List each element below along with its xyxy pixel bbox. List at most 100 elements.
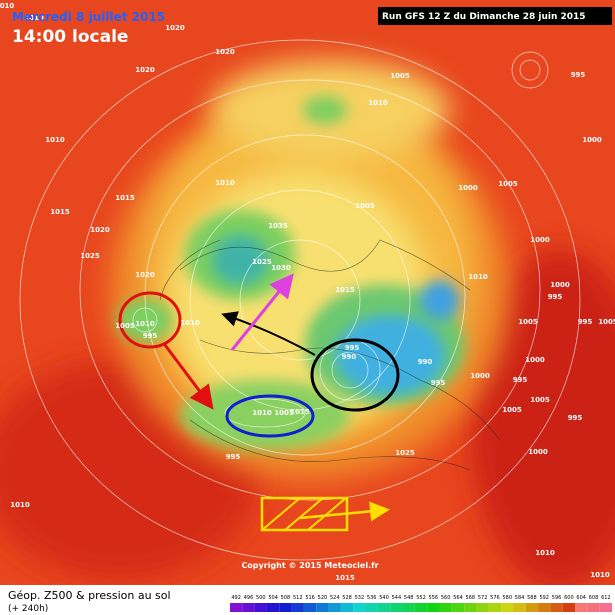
legend-swatch (587, 603, 600, 612)
legend-label: 548 (404, 595, 414, 601)
isobar-label: 1005 (498, 180, 518, 188)
legend-label: 576 (490, 595, 500, 601)
isobar-label: 1010 (45, 136, 65, 144)
arrow (230, 273, 294, 351)
legend-swatch (230, 603, 243, 612)
legend-label: 504 (268, 595, 278, 601)
legend-label: 500 (256, 595, 266, 601)
legend-label: 520 (318, 595, 328, 601)
legend-label: 604 (576, 595, 586, 601)
legend-swatch (303, 603, 317, 612)
isobar-label: 1020 (135, 271, 155, 279)
isobar-label: 1005 (502, 406, 522, 414)
legend-label: 544 (392, 595, 402, 601)
isobar-label: 1010 (180, 319, 200, 327)
legend-swatch (254, 603, 267, 612)
legend-swatch (464, 603, 477, 612)
time-label: 14:00 locale (12, 27, 128, 47)
legend-swatch (451, 603, 465, 612)
isobar-label: 1005 (274, 409, 294, 417)
legend-label: 568 (466, 595, 476, 601)
isobar-label: 1000 (470, 372, 490, 380)
legend-swatch (513, 603, 526, 612)
isobar-label: 1015 (335, 574, 355, 582)
legend-swatch (365, 603, 378, 612)
legend-label: 608 (589, 595, 599, 601)
isobar-label: 995 (571, 71, 586, 79)
isobar-label: 1000 (550, 281, 570, 289)
run-box (378, 7, 612, 25)
isobar-label: 995 (345, 344, 360, 352)
isobar-label: 1035 (268, 222, 288, 230)
arrow (221, 311, 316, 356)
legend-label: 580 (502, 595, 512, 601)
isobar-label: 1000 (530, 236, 550, 244)
isobar-label: 1005 (355, 202, 375, 210)
isobar-label: 1010 (368, 99, 388, 107)
legend-label: 552 (416, 595, 426, 601)
isobar-label: 1015 (115, 194, 135, 202)
footer-lead: (+ 240h) (8, 604, 48, 614)
legend-label: 536 (367, 595, 377, 601)
isobar-label: 1010 (215, 179, 235, 187)
legend-swatch (266, 603, 280, 612)
date-label: Mercredi 8 juillet 2015 (12, 10, 165, 24)
isobar-label: 1015 (290, 408, 310, 416)
legend-swatch (599, 603, 612, 612)
isobar-label: 1000 (458, 184, 478, 192)
legend-label: 508 (281, 595, 291, 601)
isobar-label: 1010 (10, 501, 30, 509)
isobar-label: 1015 (50, 208, 70, 216)
isobar-label: 995 (548, 293, 563, 301)
legend-label: 516 (305, 595, 315, 601)
annotations (118, 273, 400, 532)
isobar-label: 1010 (135, 320, 155, 328)
isobar-label: 1000 (582, 136, 602, 144)
copyright: Copyright © 2015 Meteociel.fr (241, 561, 378, 570)
isobar-label: 1005 (530, 396, 550, 404)
isobar-label: 1020 (135, 66, 155, 74)
isobar-label: 1015 (335, 286, 355, 294)
isobar-label: 1005 (518, 318, 538, 326)
isobar-label: 010 (0, 2, 14, 10)
isobar-label: 1000 (528, 448, 548, 456)
legend-swatch (575, 603, 588, 612)
legend-swatch (525, 603, 539, 612)
arrow (163, 344, 214, 410)
legend-swatch (377, 603, 391, 612)
low-circle-red (118, 291, 182, 349)
footer-title: Géop. Z500 & pression au sol (8, 589, 171, 602)
isobar-label: 1020 (90, 226, 110, 234)
legend-label: 492 (231, 595, 241, 601)
legend-label: 556 (429, 595, 439, 601)
legend-label: 560 (441, 595, 451, 601)
legend-swatch (501, 603, 514, 612)
isobar-label: 1010 (252, 409, 272, 417)
isobar-label: 1005 (598, 318, 615, 326)
legend-swatch (316, 603, 329, 612)
isobar-label: 1025 (80, 252, 100, 260)
isobar-label: 1005 (115, 322, 135, 330)
legend-label: 540 (379, 595, 389, 601)
legend-label: 612 (601, 595, 611, 601)
isobar-label: 990 (418, 358, 433, 366)
isobar-label: 1020 (215, 48, 235, 56)
legend-label: 524 (330, 595, 340, 601)
legend-swatch (538, 603, 551, 612)
legend-swatch (562, 603, 576, 612)
isobar-label: 995 (143, 332, 158, 340)
isobar-label: 995 (568, 414, 583, 422)
isobar-label: 990 (342, 353, 357, 361)
legend-swatch (291, 603, 304, 612)
legend-swatch (390, 603, 403, 612)
legend-swatch (328, 603, 341, 612)
isobar-label: 995 (226, 453, 241, 461)
legend-label: 564 (453, 595, 463, 601)
legend-swatch (488, 603, 502, 612)
legend-label: 592 (539, 595, 549, 601)
legend-swatch (242, 603, 255, 612)
legend-swatch (353, 603, 366, 612)
isobar-labels: 0101010102010201020100510109951010101010… (0, 2, 615, 582)
low-circle-black (310, 338, 400, 412)
